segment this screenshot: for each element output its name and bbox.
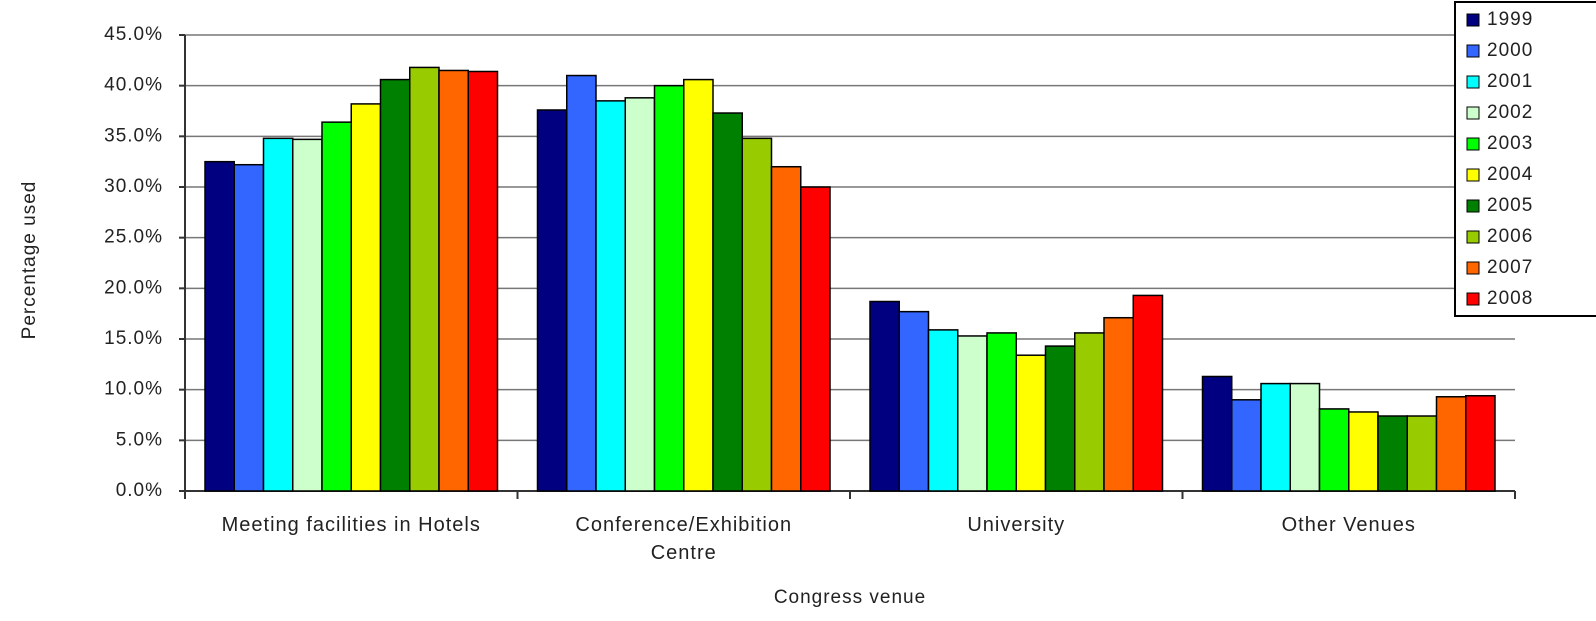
y-tick-label: 5.0% [116,429,163,450]
bar [1318,408,1350,492]
bar [683,78,714,492]
y-tick-label: 25.0% [104,227,163,248]
y-tick-label: 0.0% [116,480,163,501]
bar [927,329,959,492]
bar [653,84,685,492]
x-tick-label: University [967,514,1066,536]
legend-swatch [1466,44,1480,58]
bar [438,69,469,492]
bar [1074,332,1105,492]
bar [292,138,323,492]
bar [1201,375,1233,492]
bar [1231,399,1262,492]
bar [741,137,773,492]
bar [204,160,235,492]
legend-swatch [1466,13,1480,27]
y-tick-label: 45.0% [104,24,163,45]
bar [1044,345,1076,492]
legend-label: 2004 [1487,164,1533,185]
bar [869,300,900,492]
bar [1015,354,1047,492]
legend-label: 2005 [1487,195,1533,216]
bar [1348,411,1379,492]
bar [898,310,930,492]
legend-swatch [1466,261,1480,275]
x-tick-label: Meeting facilities in Hotels [221,514,481,536]
bar [1377,415,1408,492]
legend-label: 2003 [1487,133,1533,154]
x-tick-label: Conference/Exhibition Centre [575,514,793,564]
bar [566,74,597,492]
bar [379,78,411,492]
bar [409,66,440,492]
y-tick-label: 10.0% [104,379,163,400]
bar [1435,396,1467,492]
bar [262,137,294,492]
legend-label: 1999 [1487,9,1533,30]
legend-swatch [1466,230,1480,244]
y-tick-label: 35.0% [104,125,163,146]
bar [233,163,265,492]
bar [1289,382,1321,492]
x-tick-label: Other Venues [1281,514,1416,536]
bar [1406,415,1438,492]
y-tick-label: 15.0% [104,328,163,349]
bar [957,335,988,492]
bar [712,112,743,492]
y-axis-title: Percentage used [19,181,40,340]
bar [1103,316,1134,492]
legend-label: 2000 [1487,40,1533,61]
legend-swatch [1466,137,1480,151]
legend-swatch [1466,168,1480,182]
legend-label: 2008 [1487,288,1533,309]
bar [770,165,802,492]
bar [321,121,352,492]
legend-label: 2006 [1487,226,1533,247]
bar [624,97,656,492]
bar [1260,382,1291,492]
legend-label: 2001 [1487,71,1533,92]
legend-swatch [1466,292,1480,306]
legend-label: 2002 [1487,102,1533,123]
legend-swatch [1466,199,1480,213]
bar [986,332,1017,492]
y-tick-label: 20.0% [104,277,163,298]
legend-swatch [1466,106,1480,120]
bar [800,186,831,492]
bar [350,103,382,492]
y-tick-label: 40.0% [104,75,163,96]
bar [536,109,568,492]
legend-label: 2007 [1487,257,1533,278]
x-axis-title: Congress venue [774,587,926,608]
bar [1132,294,1164,492]
legend-swatch [1466,75,1480,89]
bar [595,100,626,492]
bar [1465,394,1496,492]
bar [467,70,499,492]
y-tick-label: 30.0% [104,176,163,197]
